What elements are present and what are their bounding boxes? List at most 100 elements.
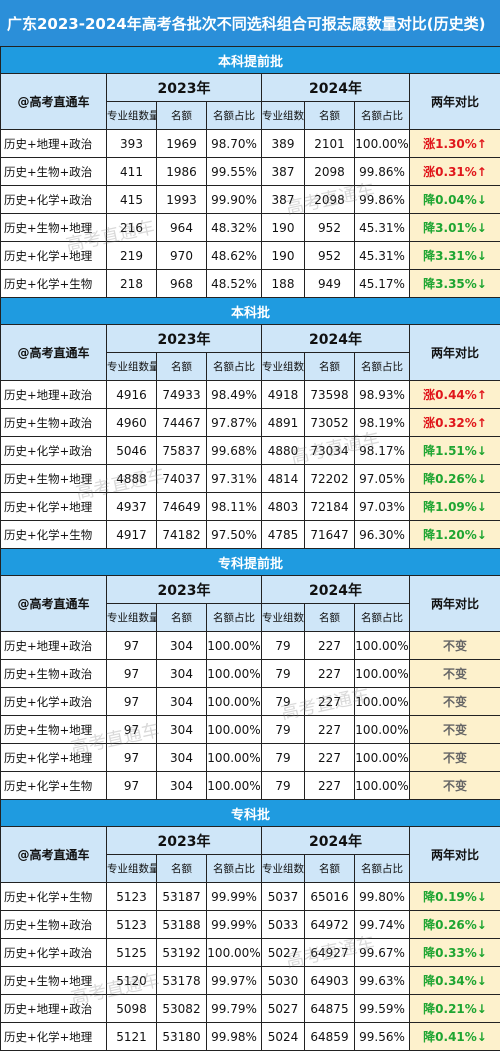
share-2024: 100.00% — [355, 716, 410, 744]
share-2023: 99.99% — [207, 911, 262, 939]
share-2023: 97.50% — [207, 521, 262, 549]
share-2024: 100.00% — [355, 632, 410, 660]
quota-2023: 1986 — [157, 158, 207, 186]
groups-2023: 97 — [107, 744, 157, 772]
quota-2024: 227 — [305, 688, 355, 716]
quota-2023: 53192 — [157, 939, 207, 967]
share-2023: 48.62% — [207, 242, 262, 270]
groups-header: 专业组数量 — [262, 102, 305, 130]
groups-2024: 5033 — [262, 911, 305, 939]
share-2024: 45.31% — [355, 214, 410, 242]
quota-header: 名额 — [305, 855, 355, 883]
groups-2024: 5037 — [262, 883, 305, 911]
groups-2023: 5121 — [107, 1023, 157, 1051]
groups-2024: 79 — [262, 632, 305, 660]
trend-badge: 降0.34%↓ — [410, 967, 500, 995]
groups-2024: 387 — [262, 158, 305, 186]
groups-2024: 4814 — [262, 465, 305, 493]
groups-2024: 190 — [262, 242, 305, 270]
share-2023: 98.49% — [207, 381, 262, 409]
share-2024: 98.19% — [355, 409, 410, 437]
share-2024: 99.56% — [355, 1023, 410, 1051]
trend-badge: 降3.01%↓ — [410, 214, 500, 242]
section-title: 专科批 — [1, 800, 500, 827]
groups-2023: 411 — [107, 158, 157, 186]
share-2023: 100.00% — [207, 744, 262, 772]
quota-2024: 227 — [305, 744, 355, 772]
year-2023-header: 2023年 — [107, 827, 262, 855]
share-2023: 100.00% — [207, 660, 262, 688]
groups-2024: 389 — [262, 130, 305, 158]
trend-badge: 不变 — [410, 716, 500, 744]
subject-combo: 历史+生物+政治 — [1, 409, 107, 437]
section-header-row: 专科批 — [1, 800, 500, 827]
share-2023: 97.87% — [207, 409, 262, 437]
subject-combo: 历史+化学+地理 — [1, 242, 107, 270]
quota-2023: 304 — [157, 660, 207, 688]
corner-label: @高考直通车 — [1, 325, 107, 381]
quota-2023: 968 — [157, 270, 207, 298]
quota-2024: 73052 — [305, 409, 355, 437]
section-title: 本科提前批 — [1, 47, 500, 74]
share-header: 名额占比 — [207, 855, 262, 883]
quota-2023: 304 — [157, 716, 207, 744]
section-title: 本科批 — [1, 298, 500, 325]
groups-header: 专业组数量 — [262, 604, 305, 632]
share-2024: 97.03% — [355, 493, 410, 521]
quota-2024: 952 — [305, 242, 355, 270]
groups-2024: 5027 — [262, 939, 305, 967]
groups-2023: 5098 — [107, 995, 157, 1023]
share-header: 名额占比 — [355, 855, 410, 883]
groups-2023: 216 — [107, 214, 157, 242]
share-header: 名额占比 — [355, 353, 410, 381]
quota-2023: 304 — [157, 772, 207, 800]
groups-2024: 79 — [262, 688, 305, 716]
subject-combo: 历史+化学+生物 — [1, 772, 107, 800]
share-2023: 99.97% — [207, 967, 262, 995]
trend-badge: 不变 — [410, 632, 500, 660]
share-2024: 100.00% — [355, 772, 410, 800]
share-header: 名额占比 — [355, 604, 410, 632]
subject-combo: 历史+化学+生物 — [1, 883, 107, 911]
groups-header: 专业组数量 — [107, 855, 157, 883]
groups-header: 专业组数量 — [107, 353, 157, 381]
quota-2023: 74467 — [157, 409, 207, 437]
trend-badge: 降0.21%↓ — [410, 995, 500, 1023]
groups-2023: 97 — [107, 772, 157, 800]
groups-2024: 79 — [262, 716, 305, 744]
share-2024: 99.63% — [355, 967, 410, 995]
share-2023: 48.52% — [207, 270, 262, 298]
trend-badge: 不变 — [410, 660, 500, 688]
trend-badge: 不变 — [410, 744, 500, 772]
year-2023-header: 2023年 — [107, 74, 262, 102]
share-2023: 100.00% — [207, 939, 262, 967]
trend-badge: 不变 — [410, 772, 500, 800]
quota-2024: 227 — [305, 716, 355, 744]
share-header: 名额占比 — [207, 604, 262, 632]
quota-2024: 73034 — [305, 437, 355, 465]
quota-header: 名额 — [305, 102, 355, 130]
quota-2023: 1993 — [157, 186, 207, 214]
groups-header: 专业组数量 — [262, 353, 305, 381]
quota-2024: 65016 — [305, 883, 355, 911]
groups-2023: 5046 — [107, 437, 157, 465]
subject-combo: 历史+化学+政治 — [1, 688, 107, 716]
subject-combo: 历史+化学+地理 — [1, 1023, 107, 1051]
groups-2024: 4891 — [262, 409, 305, 437]
groups-2023: 219 — [107, 242, 157, 270]
corner-label: @高考直通车 — [1, 827, 107, 883]
quota-header: 名额 — [305, 604, 355, 632]
section-header-row: 本科批 — [1, 298, 500, 325]
subject-combo: 历史+化学+政治 — [1, 186, 107, 214]
subject-combo: 历史+化学+生物 — [1, 270, 107, 298]
